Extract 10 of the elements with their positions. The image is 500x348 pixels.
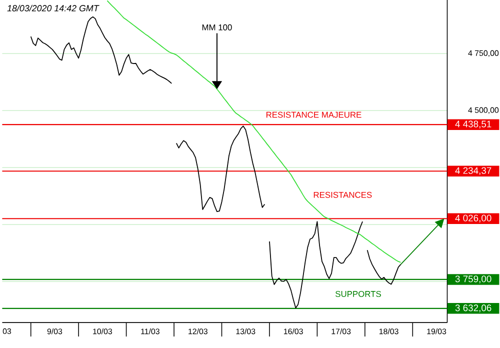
ref-line-label: 4 234,37 <box>455 167 492 175</box>
annotation: RESISTANCE MAJEURE <box>266 112 362 118</box>
chart-title: 18/03/2020 14:42 GMT <box>7 4 100 12</box>
ref-line-label: 4 026,00 <box>455 214 492 222</box>
annotation: SUPPORTS <box>336 290 381 297</box>
annotation: MM 100 <box>202 24 232 30</box>
ref-line-label: 3 759,00 <box>455 275 492 284</box>
ref-line-label: 4 438,51 <box>455 120 492 128</box>
annotation: RESISTANCES <box>314 192 372 198</box>
ref-line-label: 3 632,06 <box>455 304 492 312</box>
